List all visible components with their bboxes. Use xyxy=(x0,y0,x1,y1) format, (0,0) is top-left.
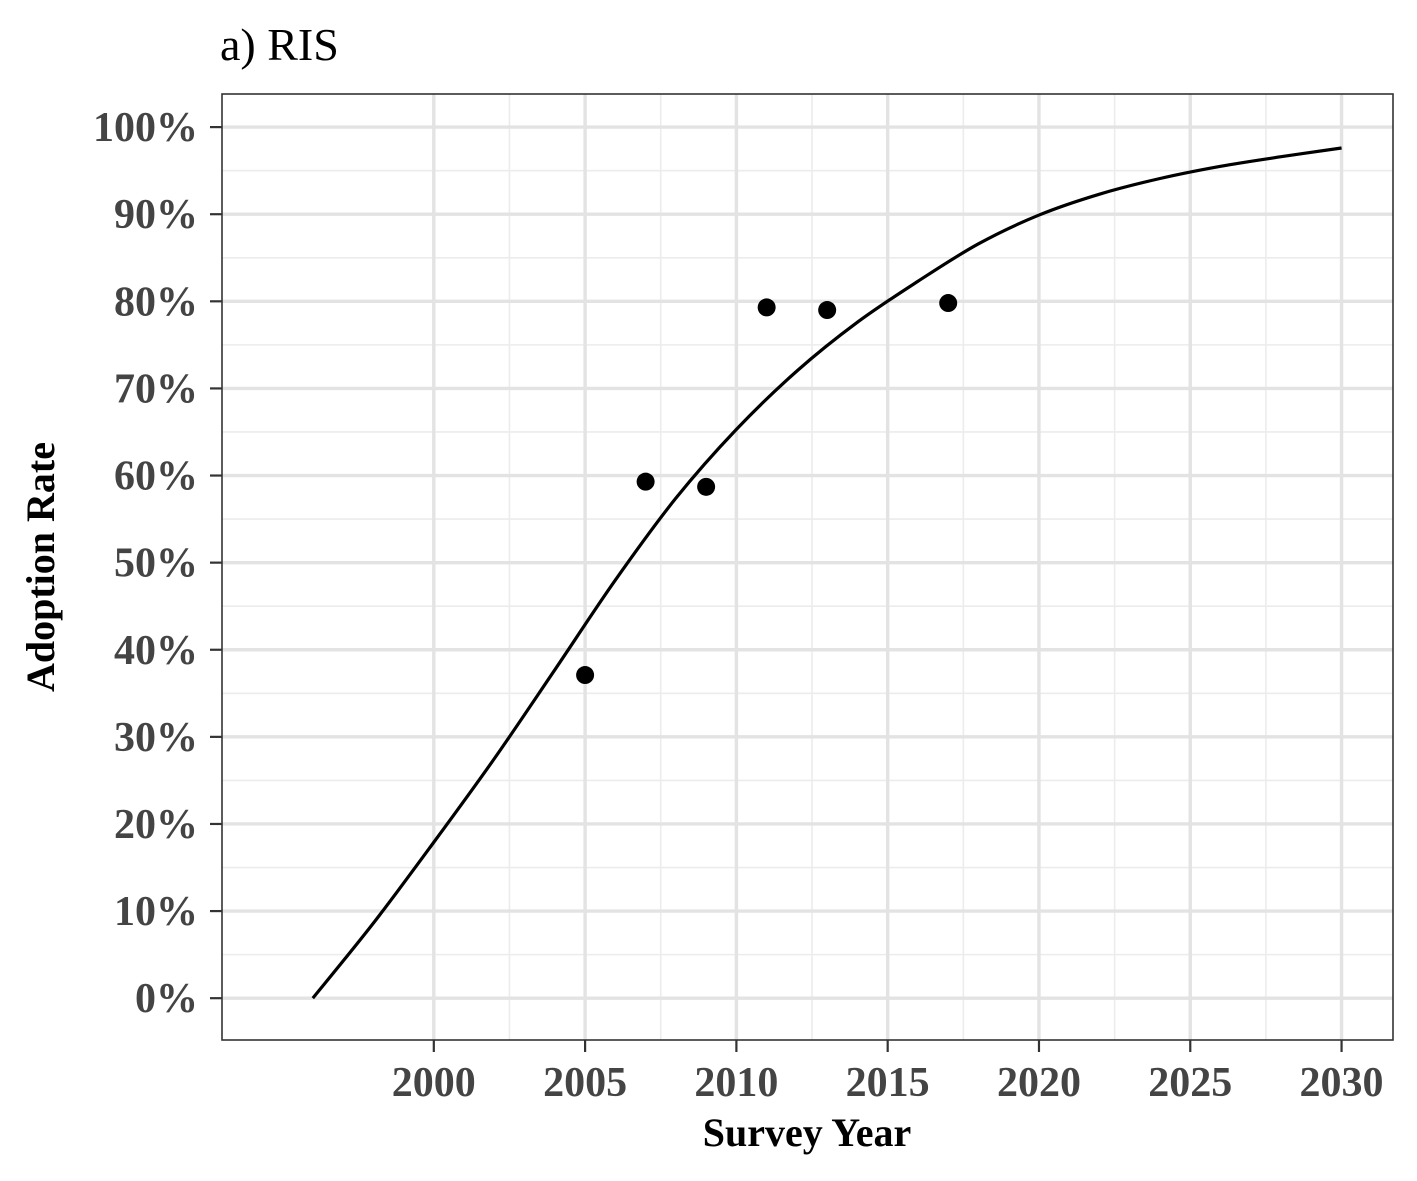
y-tick-label: 0% xyxy=(135,976,198,1022)
x-tick-label: 2030 xyxy=(1300,1060,1384,1106)
data-point xyxy=(939,294,958,313)
x-tick-label: 2015 xyxy=(846,1060,930,1106)
x-tick-label: 2010 xyxy=(694,1060,778,1106)
y-tick-label: 60% xyxy=(114,454,198,500)
minor-gridlines xyxy=(222,94,1393,1040)
y-tick-label: 40% xyxy=(114,628,198,674)
data-point xyxy=(576,666,595,685)
data-point xyxy=(636,472,655,491)
x-tick-label: 2025 xyxy=(1148,1060,1232,1106)
major-gridlines xyxy=(222,94,1393,1040)
y-tick-label: 70% xyxy=(114,366,198,412)
fitted-adoption-curve xyxy=(311,146,1342,1000)
fitted-curve-layer xyxy=(311,146,1342,1000)
x-tick-label: 2020 xyxy=(997,1060,1081,1106)
data-points-layer xyxy=(576,294,958,685)
y-tick-label: 50% xyxy=(114,541,198,587)
y-tick-label: 10% xyxy=(114,889,198,935)
y-tick-label: 80% xyxy=(114,279,198,325)
data-point xyxy=(757,298,776,317)
y-tick-label: 90% xyxy=(114,192,198,238)
x-axis-title: Survey Year xyxy=(703,1110,911,1155)
data-point xyxy=(818,301,837,320)
y-axis-title: Adoption Rate xyxy=(18,442,63,692)
y-axis-ticks: 0% 10% 20% 30% 40% 50% 60% 70% 80% 90% 100% xyxy=(93,105,222,1022)
y-tick-label: 100% xyxy=(93,105,198,151)
data-point xyxy=(697,477,716,496)
x-axis-ticks: 2000 2005 2010 2015 2020 2025 2030 xyxy=(392,1040,1384,1106)
plot-panel-border xyxy=(221,93,1394,1041)
y-tick-label: 20% xyxy=(114,802,198,848)
y-tick-label: 30% xyxy=(114,715,198,761)
x-tick-label: 2005 xyxy=(543,1060,627,1106)
x-tick-label: 2000 xyxy=(392,1060,476,1106)
chart-title: a) RIS xyxy=(220,19,339,70)
